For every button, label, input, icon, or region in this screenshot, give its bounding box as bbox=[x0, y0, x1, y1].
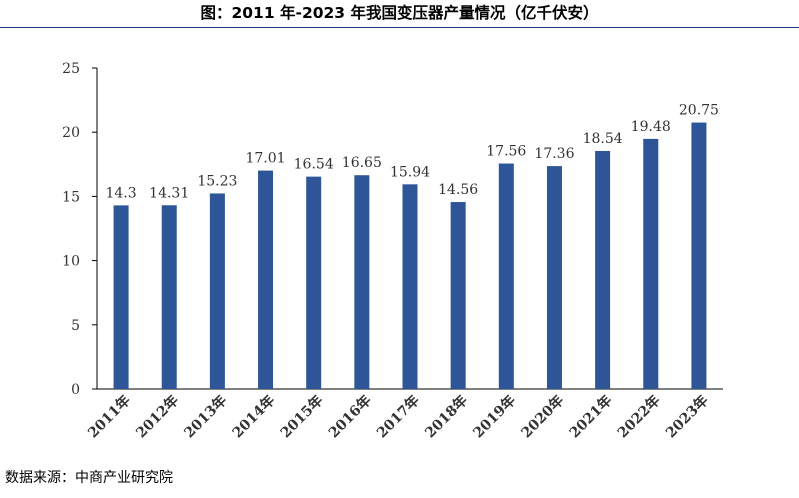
x-tick-label: 2013年 bbox=[181, 392, 230, 441]
title-divider bbox=[0, 27, 799, 28]
data-label: 14.56 bbox=[438, 182, 478, 198]
x-tick-label: 2016年 bbox=[325, 392, 374, 441]
bar bbox=[209, 193, 225, 389]
bar bbox=[498, 163, 514, 389]
data-source-note: 数据来源：中商产业研究院 bbox=[5, 470, 173, 486]
y-tick-label: 5 bbox=[71, 318, 80, 334]
y-tick-label: 25 bbox=[62, 61, 80, 77]
data-label: 14.3 bbox=[105, 185, 136, 201]
x-tick-label: 2018年 bbox=[422, 392, 471, 441]
bar bbox=[306, 176, 322, 389]
bar bbox=[546, 166, 562, 389]
bar bbox=[258, 170, 274, 389]
x-tick-label: 2020年 bbox=[518, 392, 567, 441]
data-label: 17.01 bbox=[245, 151, 285, 167]
data-label: 16.65 bbox=[342, 155, 382, 171]
x-tick-label: 2019年 bbox=[470, 392, 519, 441]
x-tick-label: 2022年 bbox=[614, 392, 663, 441]
data-label: 14.31 bbox=[149, 185, 189, 201]
data-label: 20.75 bbox=[679, 103, 719, 119]
chart-title: 图：2011 年-2023 年我国变压器产量情况（亿千伏安） bbox=[200, 4, 599, 22]
y-tick-label: 10 bbox=[62, 254, 80, 270]
bar bbox=[643, 138, 659, 389]
x-tick-label: 2015年 bbox=[277, 392, 326, 441]
data-label: 16.54 bbox=[294, 157, 334, 173]
bar bbox=[691, 122, 707, 389]
y-tick-label: 0 bbox=[71, 382, 80, 398]
y-tick-label: 15 bbox=[62, 189, 80, 205]
data-label: 19.48 bbox=[631, 119, 671, 135]
bar bbox=[113, 205, 129, 389]
data-label: 18.54 bbox=[583, 131, 623, 147]
bar bbox=[450, 202, 466, 389]
y-tick-label: 20 bbox=[62, 125, 80, 141]
data-label: 15.23 bbox=[197, 173, 237, 189]
bar bbox=[161, 205, 177, 389]
x-tick-label: 2021年 bbox=[566, 392, 615, 441]
bar bbox=[354, 175, 370, 389]
x-tick-label: 2012年 bbox=[133, 392, 182, 441]
bar bbox=[402, 184, 418, 389]
x-tick-label: 2014年 bbox=[229, 392, 278, 441]
bar bbox=[595, 150, 611, 389]
data-label: 15.94 bbox=[390, 164, 430, 180]
data-label: 17.36 bbox=[534, 146, 574, 162]
x-tick-label: 2017年 bbox=[373, 392, 422, 441]
x-tick-label: 2023年 bbox=[662, 392, 711, 441]
x-tick-label: 2011年 bbox=[84, 392, 133, 441]
data-label: 17.56 bbox=[486, 144, 526, 160]
